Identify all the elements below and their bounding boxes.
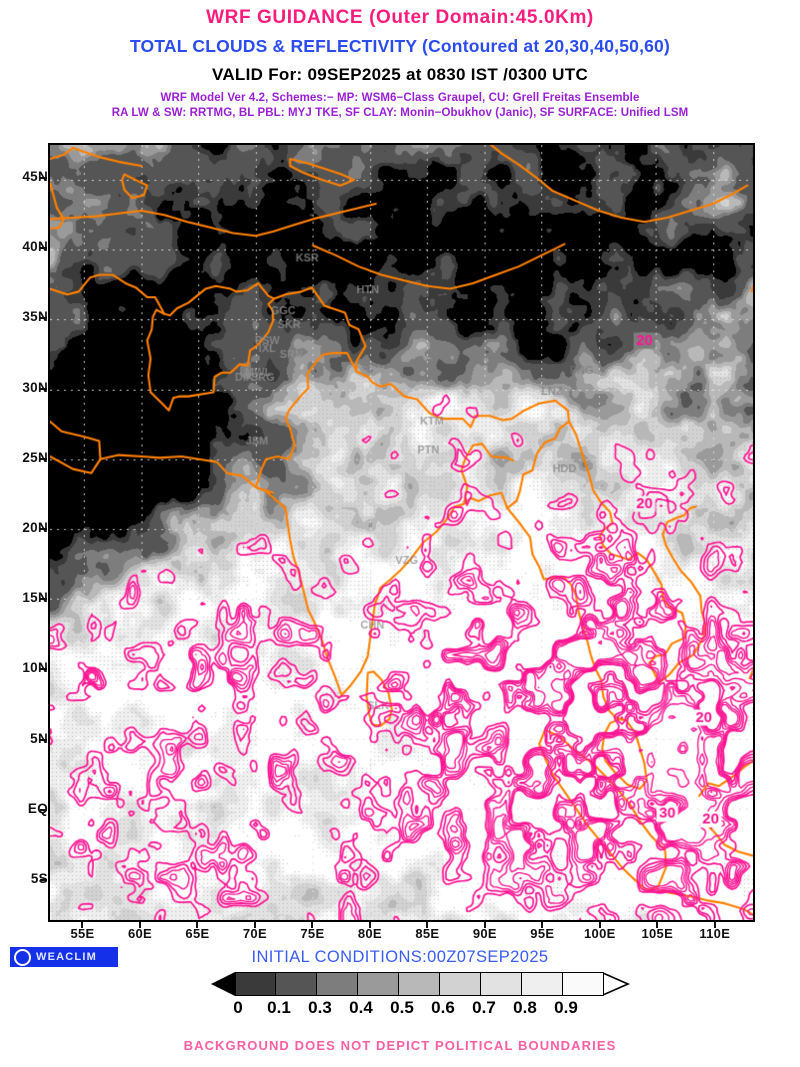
lon-tick-label: 105E <box>641 926 674 941</box>
colorbar-swatch <box>522 972 563 996</box>
lon-tick-label: 55E <box>70 926 95 941</box>
lon-tick-label: 70E <box>242 926 267 941</box>
lat-tick-mark <box>40 808 47 811</box>
lon-tick-label: 100E <box>584 926 616 941</box>
lon-tick-mark <box>483 922 486 928</box>
model-scheme-line-2: RA LW & SW: RRTMG, BL PBL: MYJ TKE, SF C… <box>111 107 689 119</box>
colorbar-tick-label: 0.1 <box>267 998 291 1017</box>
map-plot-area <box>48 143 755 922</box>
colorbar-swatch <box>317 972 358 996</box>
lat-tick-mark <box>40 598 47 601</box>
lon-tick-mark <box>311 922 314 928</box>
lon-tick-label: 110E <box>699 926 731 941</box>
lon-tick-mark <box>138 922 141 928</box>
colorbar-swatch <box>358 972 399 996</box>
lat-tick-label: EQ <box>27 800 48 816</box>
lat-tick-label: 30N <box>22 379 48 395</box>
page-title: WRF GUIDANCE (Outer Domain:45.0Km) <box>206 7 594 28</box>
lat-tick-label: 25N <box>22 449 48 465</box>
lat-tick-label: 5N <box>30 731 48 746</box>
lat-tick-mark <box>40 177 47 180</box>
lat-tick-label: 45N <box>22 169 48 185</box>
lon-tick-label: 85E <box>415 926 440 941</box>
colorbar-swatch <box>399 972 440 996</box>
cloud-reflectivity-map <box>50 145 753 920</box>
colorbar-tick-label: 0.4 <box>349 998 373 1017</box>
lat-tick-mark <box>40 317 47 320</box>
colorbar-swatch <box>563 972 604 996</box>
lon-tick-mark <box>196 922 199 928</box>
colorbar-under-arrow <box>211 972 235 996</box>
lat-tick-mark <box>40 738 47 741</box>
lat-tick-mark <box>40 668 47 671</box>
lat-tick-mark <box>40 878 47 881</box>
weaclim-logo[interactable]: WEACLIM <box>10 947 118 967</box>
lat-tick-mark <box>40 247 47 250</box>
lon-tick-mark <box>426 922 429 928</box>
colorbar-swatch <box>235 972 276 996</box>
lon-tick-mark <box>598 922 601 928</box>
lon-tick-label: 60E <box>127 926 152 941</box>
colorbar-swatch <box>481 972 522 996</box>
lat-tick-mark <box>40 457 47 460</box>
lat-tick-mark <box>40 387 47 390</box>
colorbar-tick-label: 0.3 <box>308 998 332 1017</box>
colorbar-swatches <box>211 972 628 996</box>
colorbar-swatch <box>440 972 481 996</box>
lat-tick-label: 10N <box>22 660 48 676</box>
colorbar-tick-label: 0.5 <box>390 998 414 1017</box>
valid-time-label: VALID For: 09SEP2025 at 0830 IST /0300 U… <box>211 65 589 84</box>
colorbar: 0 0.1 0.3 0.4 0.5 0.6 0.7 0.8 0.9 <box>211 972 630 1017</box>
lon-tick-label: 90E <box>472 926 497 941</box>
lon-tick-label: 95E <box>530 926 555 941</box>
lat-tick-label: 15N <box>22 590 48 606</box>
copyright-circle-icon <box>14 948 31 966</box>
lon-tick-label: 65E <box>185 926 210 941</box>
lat-tick-label: 20N <box>22 519 48 535</box>
lon-tick-label: 75E <box>300 926 325 941</box>
colorbar-tick-label: 0.7 <box>472 998 496 1017</box>
lon-tick-label: 80E <box>357 926 382 941</box>
lon-tick-mark <box>368 922 371 928</box>
colorbar-tick-label: 0.9 <box>554 998 578 1017</box>
model-scheme-line-1: WRF Model Ver 4.2, Schemes:− MP: WSM6−Cl… <box>160 92 640 104</box>
lon-tick-mark <box>656 922 659 928</box>
chart-header: WRF GUIDANCE (Outer Domain:45.0Km) TOTAL… <box>0 0 800 119</box>
colorbar-tick-label: 0.6 <box>431 998 455 1017</box>
chart-subtitle: TOTAL CLOUDS & REFLECTIVITY (Contoured a… <box>129 36 671 56</box>
lon-tick-mark <box>713 922 716 928</box>
lon-tick-mark <box>81 922 84 928</box>
initial-conditions-label: INITIAL CONDITIONS:00Z07SEP2025 <box>251 948 549 966</box>
lat-tick-label: 35N <box>22 309 48 325</box>
lat-tick-mark <box>40 527 47 530</box>
lon-tick-mark <box>253 922 256 928</box>
lat-tick-label: 40N <box>22 239 48 255</box>
disclaimer-text: BACKGROUND DOES NOT DEPICT POLITICAL BOU… <box>183 1038 617 1053</box>
weaclim-logo-label: WEACLIM <box>36 951 97 963</box>
colorbar-swatch <box>276 972 317 996</box>
colorbar-tick-label: 0.8 <box>513 998 537 1017</box>
colorbar-tick-label: 0 <box>233 998 243 1017</box>
lat-tick-label: 5S <box>31 871 48 886</box>
lon-tick-mark <box>541 922 544 928</box>
